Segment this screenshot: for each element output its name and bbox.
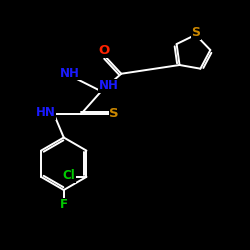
Text: NH: NH xyxy=(60,67,80,80)
Text: Cl: Cl xyxy=(62,169,75,182)
Text: F: F xyxy=(60,198,68,211)
Text: S: S xyxy=(110,107,119,120)
Text: NH: NH xyxy=(99,79,119,92)
Text: O: O xyxy=(98,44,110,57)
Text: HN: HN xyxy=(36,106,56,119)
Text: S: S xyxy=(191,26,200,39)
